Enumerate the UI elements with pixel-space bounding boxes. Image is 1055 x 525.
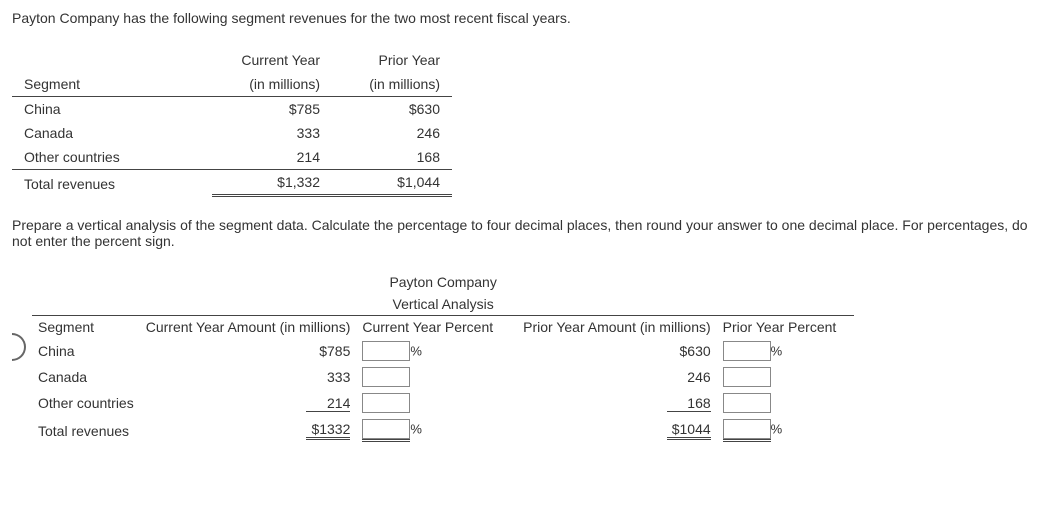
- t1-row-cy: 333: [212, 121, 332, 145]
- t1-total-cy: $1,332: [212, 170, 332, 196]
- t1-row-py: 168: [332, 145, 452, 170]
- py-percent-input[interactable]: [723, 341, 771, 361]
- t1-hdr-py1: Prior Year: [332, 48, 452, 72]
- t2-hdr-py-amt: Prior Year Amount (in millions): [517, 316, 717, 339]
- intro-text: Payton Company has the following segment…: [12, 10, 1043, 26]
- instructions-text: Prepare a vertical analysis of the segme…: [12, 217, 1043, 249]
- t1-row-py: $630: [332, 97, 452, 122]
- t1-row-cy: $785: [212, 97, 332, 122]
- t2-row-py-amt: $630: [517, 338, 717, 364]
- percent-sign: %: [410, 344, 422, 359]
- t1-row-label: Canada: [12, 121, 212, 145]
- table-row: Canada 333 246: [12, 121, 452, 145]
- percent-sign: %: [771, 422, 783, 437]
- indicator-shape: [12, 333, 26, 361]
- t2-hdr-py-pct: Prior Year Percent: [717, 316, 843, 339]
- t2-row-cy-amt: 214: [306, 395, 350, 412]
- vertical-analysis-table: Payton Company Vertical Analysis Segment…: [32, 271, 854, 445]
- t1-total-row: Total revenues $1,332 $1,044: [12, 170, 452, 196]
- t1-hdr-cy2: (in millions): [212, 72, 332, 97]
- percent-sign: %: [771, 344, 783, 359]
- t2-row-label: Other countries: [32, 390, 140, 416]
- t2-title1: Payton Company: [32, 271, 854, 293]
- py-percent-input[interactable]: [723, 393, 771, 413]
- t2-row-py-amt: 246: [517, 364, 717, 390]
- t2-total-label: Total revenues: [32, 416, 140, 445]
- t2-row-cy-amt: 333: [140, 364, 357, 390]
- t1-row-label: Other countries: [12, 145, 212, 170]
- t2-total-cy-amt: $1332: [306, 421, 350, 440]
- t1-row-py: 246: [332, 121, 452, 145]
- t2-hdr-cy-pct: Current Year Percent: [356, 316, 499, 339]
- t2-hdr-segment: Segment: [32, 316, 140, 339]
- segment-revenue-table: Current Year Prior Year Segment (in mill…: [12, 48, 452, 197]
- t2-hdr-cy-amt: Current Year Amount (in millions): [140, 316, 357, 339]
- table-row: China $785 $630: [12, 97, 452, 122]
- t1-hdr-py2: (in millions): [332, 72, 452, 97]
- t1-row-cy: 214: [212, 145, 332, 170]
- percent-sign: %: [410, 422, 422, 437]
- t2-row-py-amt: 168: [667, 395, 711, 412]
- table-row: Canada 333 246: [32, 364, 854, 390]
- t1-total-py: $1,044: [332, 170, 452, 196]
- table-row: Other countries 214 168: [32, 390, 854, 416]
- t2-total-py-amt: $1044: [667, 421, 711, 440]
- table-row: Other countries 214 168: [12, 145, 452, 170]
- t1-hdr-segment: Segment: [12, 72, 212, 97]
- cy-percent-input[interactable]: [362, 341, 410, 361]
- cy-percent-input[interactable]: [362, 419, 410, 439]
- t1-hdr-cy1: Current Year: [212, 48, 332, 72]
- t2-title2: Vertical Analysis: [32, 293, 854, 316]
- py-percent-input[interactable]: [723, 367, 771, 387]
- t2-row-cy-amt: $785: [140, 338, 357, 364]
- t2-row-label: Canada: [32, 364, 140, 390]
- t1-total-label: Total revenues: [12, 170, 212, 196]
- t1-row-label: China: [12, 97, 212, 122]
- t2-row-label: China: [32, 338, 140, 364]
- t2-total-row: Total revenues $1332 % $1044 %: [32, 416, 854, 445]
- py-percent-input[interactable]: [723, 419, 771, 439]
- cy-percent-input[interactable]: [362, 393, 410, 413]
- cy-percent-input[interactable]: [362, 367, 410, 387]
- table-row: China $785 % $630 %: [32, 338, 854, 364]
